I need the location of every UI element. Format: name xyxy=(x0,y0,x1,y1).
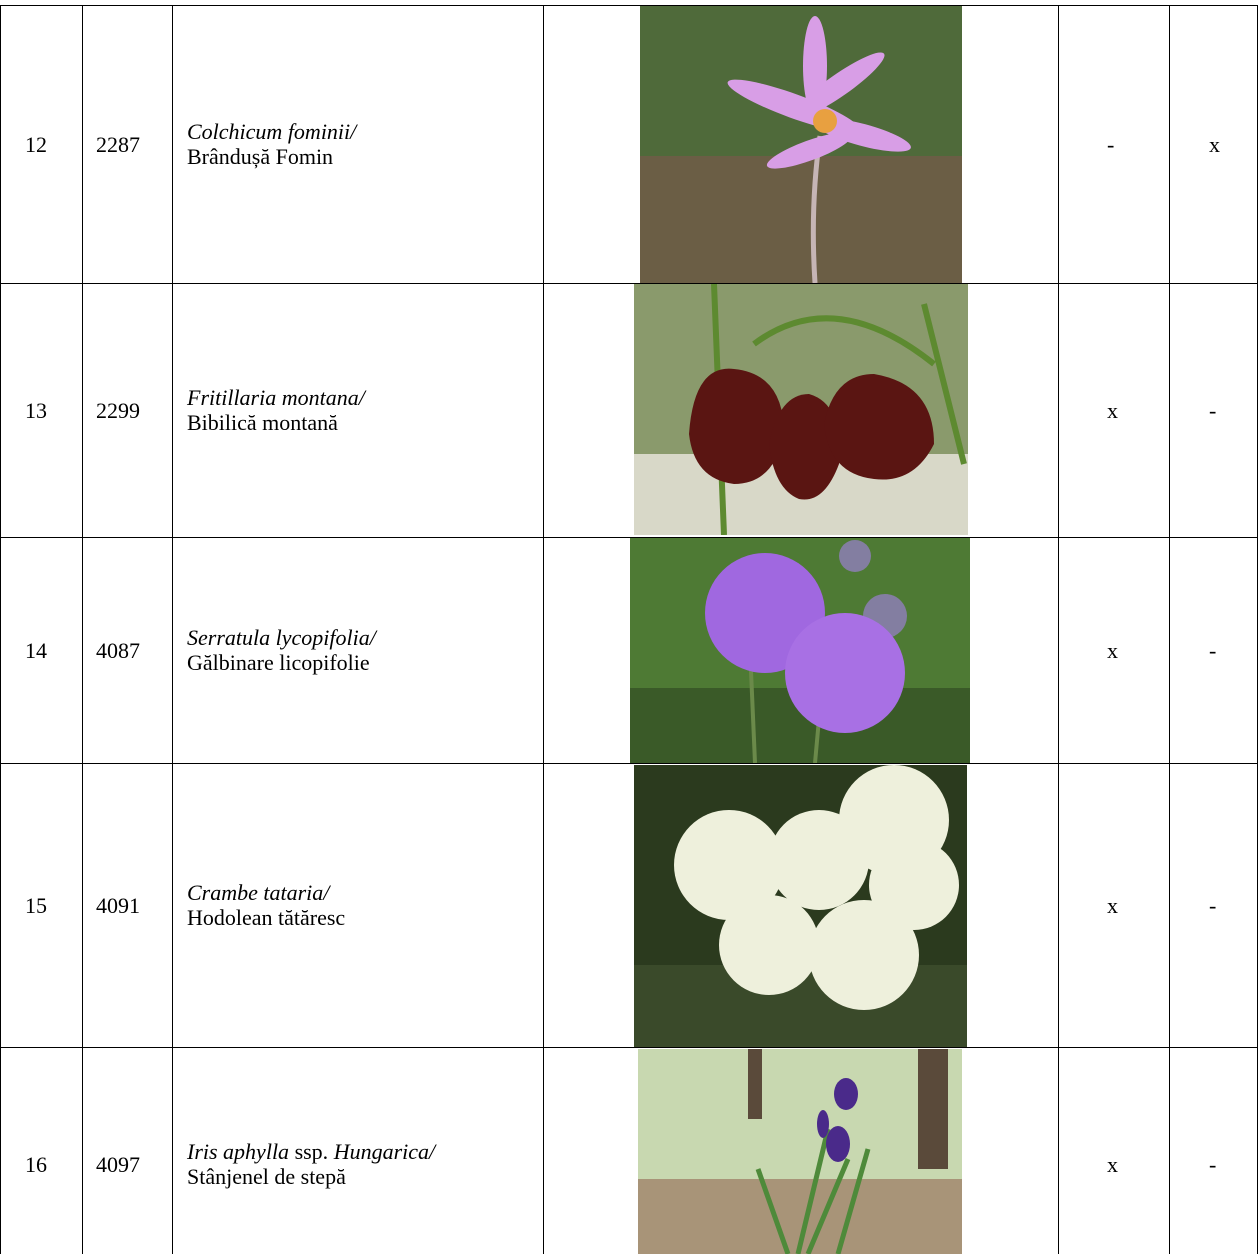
table-cell xyxy=(543,5,1059,284)
table-cell xyxy=(543,283,1059,538)
status-mark: x xyxy=(1209,132,1220,157)
latin-name: Iris aphylla ssp. Hungarica/ xyxy=(187,1139,435,1164)
photo xyxy=(640,6,962,283)
row-number: 16 xyxy=(25,1151,47,1177)
latin-name-part: Serratula lycopifolia/ xyxy=(187,625,376,650)
photo xyxy=(630,538,970,763)
row-number: 12 xyxy=(25,132,47,157)
table-cell xyxy=(1058,283,1170,538)
latin-name: Crambe tataria/ xyxy=(187,880,329,905)
common-name: Gălbinare licopifolie xyxy=(187,650,370,675)
table-cell xyxy=(1058,5,1170,284)
table-cell xyxy=(82,283,173,538)
latin-name-part: Iris aphylla xyxy=(187,1138,290,1164)
table-cell xyxy=(0,283,83,538)
table-cell xyxy=(543,1047,1059,1254)
latin-name: Serratula lycopifolia/ xyxy=(187,625,376,650)
common-name: Brândușă Fomin xyxy=(187,144,334,169)
photo xyxy=(634,765,967,1047)
table-cell xyxy=(0,5,83,284)
latin-name-part: Crambe tataria/ xyxy=(187,880,330,905)
row-number: 15 xyxy=(25,893,47,918)
table-cell xyxy=(172,537,544,764)
table-cell xyxy=(172,1047,544,1254)
species-code: 4097 xyxy=(96,1151,140,1177)
status-mark: x xyxy=(1107,638,1118,663)
table-cell xyxy=(0,1047,83,1254)
row-number: 14 xyxy=(25,638,47,663)
table-cell xyxy=(82,5,173,284)
table-cell xyxy=(82,537,173,764)
table-cell xyxy=(82,763,173,1048)
status-mark: - xyxy=(1209,398,1217,423)
status-mark: x xyxy=(1107,398,1118,423)
species-code: 2299 xyxy=(96,398,140,423)
table-cell xyxy=(172,283,544,538)
table-cell xyxy=(172,763,544,1048)
species-code: 2287 xyxy=(96,132,140,157)
species-code: 4087 xyxy=(96,638,140,663)
latin-name-part: ssp. xyxy=(289,1138,334,1164)
latin-name: Colchicum fominii/ xyxy=(187,119,356,144)
photo xyxy=(638,1049,962,1254)
table-cell xyxy=(1169,1047,1258,1254)
table-cell xyxy=(172,5,544,284)
status-mark: - xyxy=(1209,638,1217,663)
common-name: Hodolean tătăresc xyxy=(187,905,346,930)
table-cell xyxy=(0,537,83,764)
latin-name-part: Hungarica/ xyxy=(333,1138,436,1164)
status-mark: x xyxy=(1107,1151,1118,1177)
common-name: Bibilică montană xyxy=(187,410,338,435)
status-mark: - xyxy=(1209,893,1217,918)
status-mark: - xyxy=(1107,132,1115,157)
status-mark: x xyxy=(1107,893,1118,918)
latin-name-part: Colchicum fominii/ xyxy=(187,119,357,144)
latin-name-part: Fritillaria montana/ xyxy=(187,385,365,410)
table-cell xyxy=(543,763,1059,1048)
table-cell xyxy=(1058,763,1170,1048)
photo xyxy=(634,284,968,535)
species-code: 4091 xyxy=(96,893,140,918)
table-cell xyxy=(82,1047,173,1254)
latin-name: Fritillaria montana/ xyxy=(187,385,365,410)
table-cell xyxy=(1058,1047,1170,1254)
row-number: 13 xyxy=(25,398,47,423)
table-cell xyxy=(1058,537,1170,764)
table-cell xyxy=(543,537,1059,764)
status-mark: - xyxy=(1209,1151,1217,1177)
common-name: Stânjenel de stepă xyxy=(187,1163,346,1189)
table-cell xyxy=(0,763,83,1048)
